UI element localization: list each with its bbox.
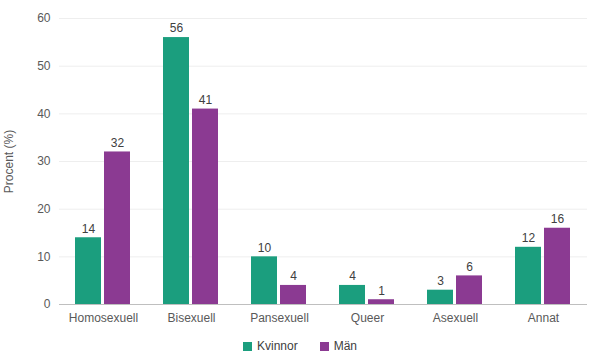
svg-text:Bisexuell: Bisexuell — [167, 311, 215, 325]
svg-text:6: 6 — [466, 260, 473, 274]
svg-text:1: 1 — [378, 284, 385, 298]
svg-text:16: 16 — [551, 212, 565, 226]
svg-text:Asexuell: Asexuell — [433, 311, 478, 325]
svg-text:Procent (%): Procent (%) — [2, 130, 16, 193]
svg-text:Annat: Annat — [528, 311, 560, 325]
svg-text:60: 60 — [37, 11, 51, 25]
svg-text:14: 14 — [82, 222, 96, 236]
svg-text:3: 3 — [437, 274, 444, 288]
svg-text:Homosexuell: Homosexuell — [69, 311, 138, 325]
svg-text:56: 56 — [170, 21, 184, 35]
html-text:Kvinnor: Kvinnor — [257, 339, 298, 353]
svg-text:4: 4 — [349, 269, 356, 283]
svg-text:41: 41 — [199, 93, 213, 107]
svg-text:50: 50 — [37, 59, 51, 73]
svg-text:40: 40 — [37, 107, 51, 121]
svg-text:32: 32 — [111, 136, 125, 150]
svg-text:Pansexuell: Pansexuell — [250, 311, 309, 325]
svg-text:20: 20 — [37, 202, 51, 216]
svg-text:30: 30 — [37, 154, 51, 168]
html-text:Män: Män — [333, 339, 357, 353]
svg-text:12: 12 — [522, 231, 536, 245]
svg-text:0: 0 — [44, 297, 51, 311]
svg-text:10: 10 — [37, 250, 51, 264]
svg-text:4: 4 — [290, 269, 297, 283]
svg-text:Queer: Queer — [351, 311, 384, 325]
svg-text:10: 10 — [258, 241, 272, 255]
